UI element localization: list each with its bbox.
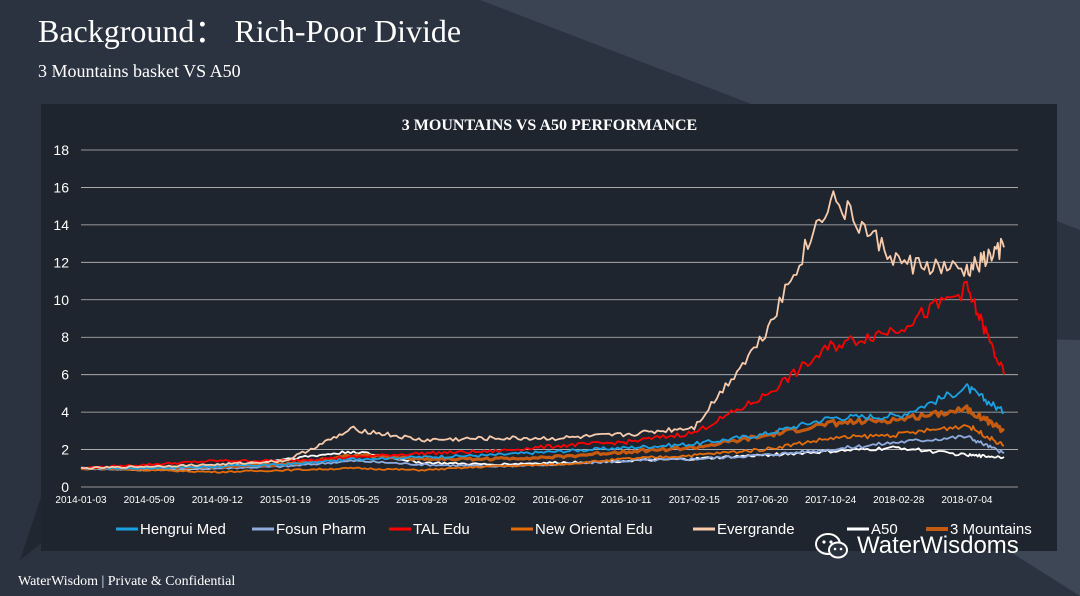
- legend-label: Evergrande: [717, 521, 795, 538]
- y-tick-label: 16: [53, 179, 69, 195]
- performance-chart: 3 MOUNTAINS VS A50 PERFORMANCE 0 2 4 6 8 10 12 1…: [53, 117, 1032, 538]
- x-tick-label: 2018-07-04: [941, 495, 993, 506]
- x-tick-label: 2017-06-20: [737, 495, 789, 506]
- legend-label: Hengrui Med: [140, 521, 226, 538]
- y-tick-label: 6: [61, 367, 69, 383]
- x-tick-label: 2016-10-11: [601, 495, 652, 506]
- y-tick-label: 18: [53, 142, 69, 158]
- legend-label: TAL Edu: [413, 521, 470, 538]
- x-tick-label: 2017-02-15: [669, 495, 721, 506]
- x-tick-label: 2017-10-24: [805, 495, 857, 506]
- x-tick-label: 2015-05-25: [328, 495, 380, 506]
- watermark-text: WaterWisdoms: [857, 532, 1019, 559]
- y-tick-label: 8: [61, 329, 69, 345]
- x-tick-label: 2018-02-28: [873, 495, 925, 506]
- footer-confidential: WaterWisdom | Private & Confidential: [18, 574, 236, 589]
- x-tick-label: 2015-01-19: [260, 495, 312, 506]
- legend-label: New Oriental Edu: [535, 521, 653, 538]
- series-line-new-oriental-edu: [81, 424, 1005, 474]
- watermark: WaterWisdoms: [815, 532, 1019, 560]
- y-tick-label: 14: [53, 217, 69, 233]
- wechat-icon: [815, 533, 848, 559]
- legend-label: A50: [871, 521, 898, 538]
- x-tick-label: 2015-09-28: [396, 495, 448, 506]
- legend-label: 3 Mountains: [950, 521, 1032, 538]
- x-tick-label: 2014-05-09: [124, 495, 176, 506]
- series-line-evergrande: [80, 190, 1005, 470]
- y-tick-label: 2: [61, 442, 69, 458]
- x-tick-label: 2014-09-12: [192, 495, 244, 506]
- slide-subtitle: 3 Mountains basket VS A50: [38, 61, 241, 81]
- x-tick-label: 2016-06-07: [532, 495, 584, 506]
- y-tick-label: 0: [61, 479, 69, 495]
- slide-title: Background： Rich-Poor Divide: [38, 13, 462, 49]
- x-tick-label: 2014-01-03: [55, 495, 107, 506]
- chart-panel: [41, 104, 1057, 551]
- x-tick-label: 2016-02-02: [464, 495, 516, 506]
- series-line-hengrui-med: [81, 383, 1005, 471]
- legend-label: Fosun Pharm: [276, 521, 366, 538]
- y-tick-label: 12: [53, 254, 69, 270]
- y-tick-label: 10: [53, 292, 69, 308]
- y-tick-label: 4: [61, 404, 69, 420]
- chart-title: 3 MOUNTAINS VS A50 PERFORMANCE: [402, 117, 697, 134]
- series-line-tal-edu: [80, 280, 1005, 470]
